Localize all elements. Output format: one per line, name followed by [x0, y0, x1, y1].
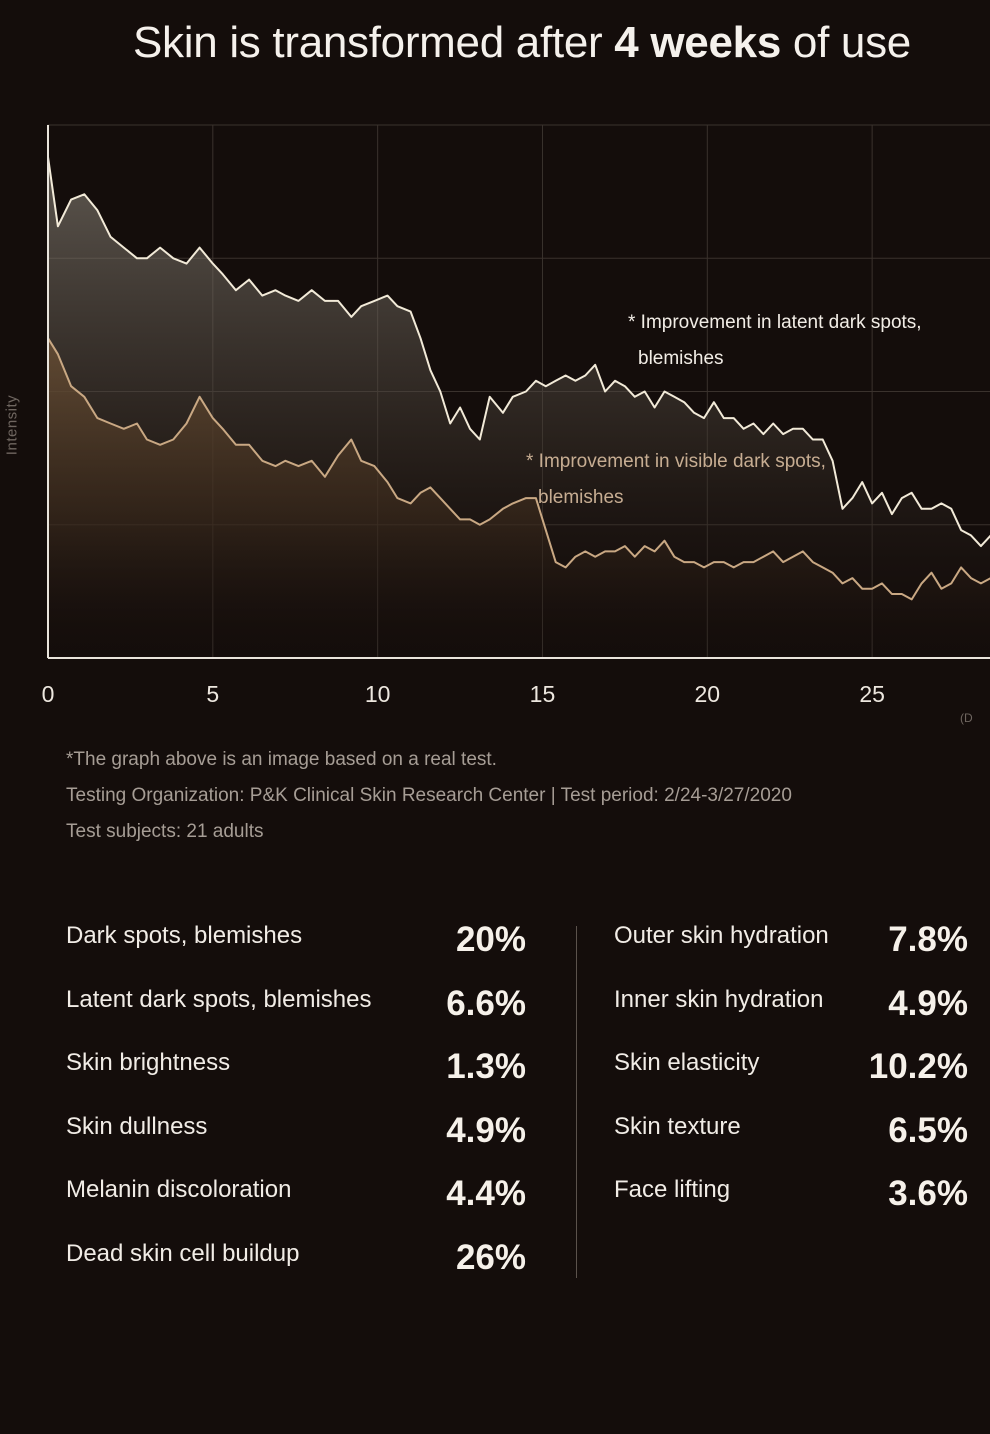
x-tick-label: 15: [530, 681, 556, 707]
stat-row: Face lifting 3.6%: [614, 1172, 968, 1236]
stats-right-column: Outer skin hydration 7.8% Inner skin hydr…: [614, 918, 968, 1236]
stat-row: Skin texture 6.5%: [614, 1109, 968, 1173]
x-tick-label: 0: [42, 681, 55, 707]
stat-value: 1.3%: [446, 1047, 526, 1086]
stat-value: 6.5%: [888, 1110, 968, 1150]
stat-row: Dark spots, blemishes 20%: [66, 918, 526, 982]
stat-label: Skin brightness: [66, 1049, 231, 1076]
title-post: of use: [780, 18, 911, 67]
stat-label: Latent dark spots, blemishes: [66, 985, 372, 1013]
stat-label: Dark spots, blemishes: [66, 922, 303, 949]
stat-value: 6.6%: [446, 983, 526, 1023]
x-tick-label: 20: [695, 681, 721, 707]
stat-value: 7.8%: [888, 920, 968, 959]
chart-axis: [47, 125, 990, 659]
test-notes: *The graph above is an image based on a …: [66, 742, 792, 850]
title-bold: 4 weeks: [614, 18, 781, 67]
page-title: Skin is transformed after 4 weeks of use: [0, 18, 990, 68]
x-tick-label: 25: [859, 681, 885, 707]
series-label-visible-line2: blemishes: [538, 487, 624, 508]
note-disclaimer: *The graph above is an image based on a …: [66, 749, 497, 770]
x-tick-labels: 05101520253: [42, 681, 885, 707]
intensity-chart: 05101520253 * Improvement in latent dark…: [42, 124, 990, 725]
note-subjects: Test subjects: 21 adults: [66, 821, 264, 842]
stat-value: 4.9%: [446, 1110, 526, 1150]
stat-row: Skin dullness 4.9%: [66, 1109, 526, 1173]
series-label-visible: * Improvement in visible dark spots, ble…: [526, 451, 826, 508]
series-area-2: [48, 338, 990, 658]
stat-label: Dead skin cell buildup: [66, 1239, 300, 1267]
series-label-latent-line1: * Improvement in latent dark spots,: [628, 312, 922, 333]
x-tick-label: 5: [206, 681, 219, 707]
stat-value: 10.2%: [868, 1047, 968, 1086]
stat-row: Latent dark spots, blemishes 6.6%: [66, 982, 526, 1046]
x-tick-label: 10: [365, 681, 391, 707]
title-pre: Skin is transformed after: [133, 18, 615, 67]
series-label-latent-line2: blemishes: [638, 348, 724, 369]
series-line-1: [47, 156, 990, 548]
stat-row: Skin brightness 1.3%: [66, 1045, 526, 1109]
chart-areas: [47, 156, 990, 658]
stat-row: Inner skin hydration 4.9%: [614, 982, 968, 1046]
stat-label: Skin texture: [614, 1112, 741, 1140]
stat-label: Outer skin hydration: [614, 922, 829, 949]
stat-label: Inner skin hydration: [614, 985, 824, 1013]
x-axis-label: (D: [960, 711, 973, 725]
stat-row: Outer skin hydration 7.8%: [614, 918, 968, 982]
stat-label: Face lifting: [614, 1176, 731, 1203]
series-line-2: [47, 337, 990, 601]
stat-value: 20%: [455, 920, 526, 959]
stat-value: 4.9%: [888, 983, 968, 1023]
stat-label: Melanin discoloration: [66, 1176, 292, 1203]
column-divider: [576, 926, 577, 1278]
stat-row: Dead skin cell buildup 26%: [66, 1236, 526, 1300]
y-axis-label: Intensity: [3, 394, 21, 456]
stat-value: 3.6%: [888, 1174, 968, 1213]
stats-left-column: Dark spots, blemishes 20% Latent dark spo…: [66, 918, 526, 1299]
stat-row: Skin elasticity 10.2%: [614, 1045, 968, 1109]
stat-value: 26%: [455, 1237, 526, 1277]
stat-label: Skin elasticity: [614, 1049, 760, 1076]
stat-value: 4.4%: [446, 1174, 526, 1213]
series-label-latent: * Improvement in latent dark spots, blem…: [628, 312, 922, 369]
note-organization: Testing Organization: P&K Clinical Skin …: [66, 785, 792, 806]
stat-row: Melanin discoloration 4.4%: [66, 1172, 526, 1236]
stat-label: Skin dullness: [66, 1112, 208, 1140]
series-label-visible-line1: * Improvement in visible dark spots,: [526, 451, 826, 472]
